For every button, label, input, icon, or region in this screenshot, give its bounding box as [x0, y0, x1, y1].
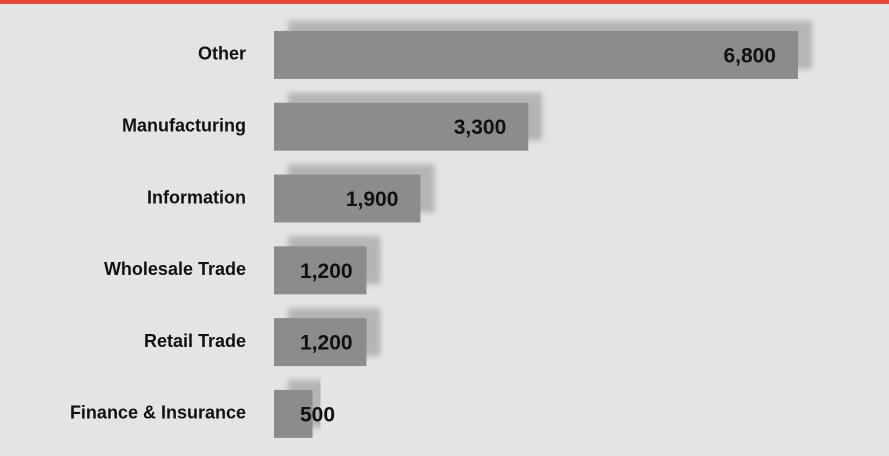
bar: [274, 102, 529, 151]
value-label: 1,900: [346, 188, 399, 211]
top-border: [0, 0, 889, 4]
category-label: Finance & Insurance: [70, 403, 246, 423]
bar: [274, 246, 367, 295]
value-label: 6,800: [723, 44, 776, 67]
value-label: 1,200: [300, 332, 353, 355]
bar: [274, 318, 367, 367]
bar: [274, 389, 313, 438]
bar: [274, 30, 798, 79]
category-label: Other: [198, 44, 246, 64]
category-label: Wholesale Trade: [104, 259, 246, 279]
category-label: Information: [147, 187, 246, 207]
value-label: 1,200: [300, 260, 353, 283]
category-label: Retail Trade: [144, 331, 246, 351]
value-label: 3,300: [454, 116, 507, 139]
category-label: Manufacturing: [122, 115, 246, 135]
value-label: 500: [300, 403, 335, 426]
bar: [274, 174, 421, 223]
